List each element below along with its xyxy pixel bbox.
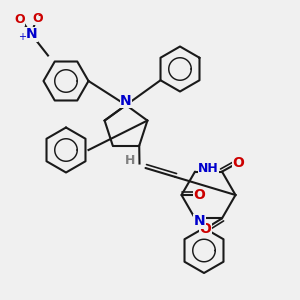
Text: NH: NH	[198, 162, 219, 175]
Text: N: N	[194, 214, 205, 228]
Text: H: H	[125, 154, 136, 167]
Text: O: O	[14, 13, 25, 26]
Text: O: O	[193, 188, 205, 202]
Text: N: N	[26, 28, 37, 41]
Text: O: O	[232, 156, 244, 170]
Text: O: O	[32, 11, 43, 25]
Text: +: +	[19, 32, 26, 43]
Text: N: N	[120, 94, 132, 107]
Text: -: -	[38, 9, 42, 22]
Text: O: O	[200, 222, 211, 236]
